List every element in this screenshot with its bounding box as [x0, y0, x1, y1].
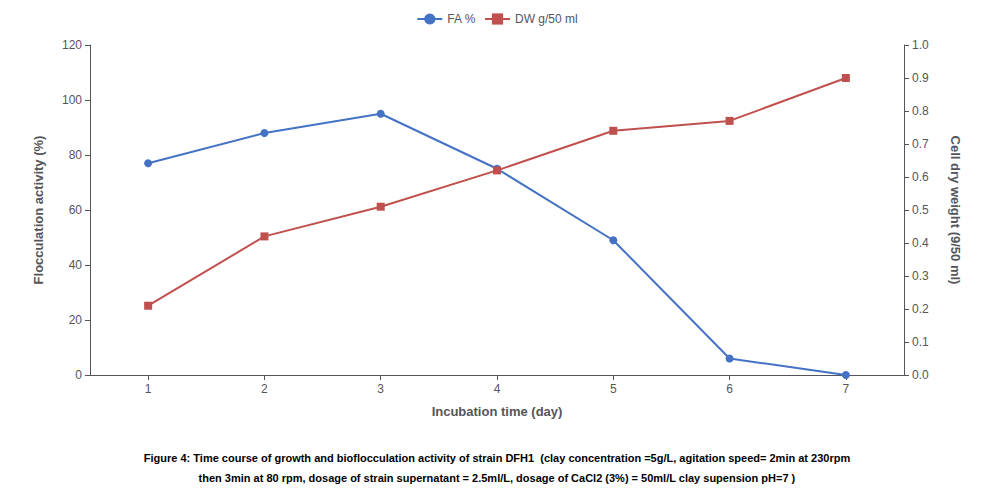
svg-text:then 3min at 80 rpm, dosage of: then 3min at 80 rpm, dosage of strain su… — [199, 472, 796, 484]
svg-text:0.3: 0.3 — [912, 269, 929, 283]
svg-text:Figure 4: Time course of growt: Figure 4: Time course of growth and biof… — [144, 452, 851, 464]
svg-text:120: 120 — [62, 38, 82, 52]
svg-text:20: 20 — [69, 313, 83, 327]
svg-text:0.8: 0.8 — [912, 104, 929, 118]
svg-text:0.0: 0.0 — [912, 368, 929, 382]
svg-text:DW g/50 ml: DW g/50 ml — [515, 12, 578, 26]
svg-text:0: 0 — [75, 368, 82, 382]
svg-text:40: 40 — [69, 258, 83, 272]
svg-text:6: 6 — [726, 382, 733, 396]
svg-text:60: 60 — [69, 203, 83, 217]
svg-text:Incubation time (day): Incubation time (day) — [432, 404, 563, 419]
svg-text:0.2: 0.2 — [912, 302, 929, 316]
svg-text:0.9: 0.9 — [912, 71, 929, 85]
svg-text:0.5: 0.5 — [912, 203, 929, 217]
svg-text:2: 2 — [261, 382, 268, 396]
svg-text:0.6: 0.6 — [912, 170, 929, 184]
svg-text:7: 7 — [843, 382, 850, 396]
svg-text:3: 3 — [377, 382, 384, 396]
svg-text:80: 80 — [69, 148, 83, 162]
svg-text:0.7: 0.7 — [912, 137, 929, 151]
svg-text:5: 5 — [610, 382, 617, 396]
svg-text:1.0: 1.0 — [912, 38, 929, 52]
svg-text:4: 4 — [494, 382, 501, 396]
svg-text:Cell dry weight (9/50 ml): Cell dry weight (9/50 ml) — [948, 136, 963, 285]
svg-text:0.4: 0.4 — [912, 236, 929, 250]
svg-text:FA %: FA % — [447, 12, 475, 26]
svg-text:Flocculation activity (%): Flocculation activity (%) — [31, 136, 46, 285]
svg-text:100: 100 — [62, 93, 82, 107]
svg-text:0.1: 0.1 — [912, 335, 929, 349]
svg-text:1: 1 — [145, 382, 152, 396]
